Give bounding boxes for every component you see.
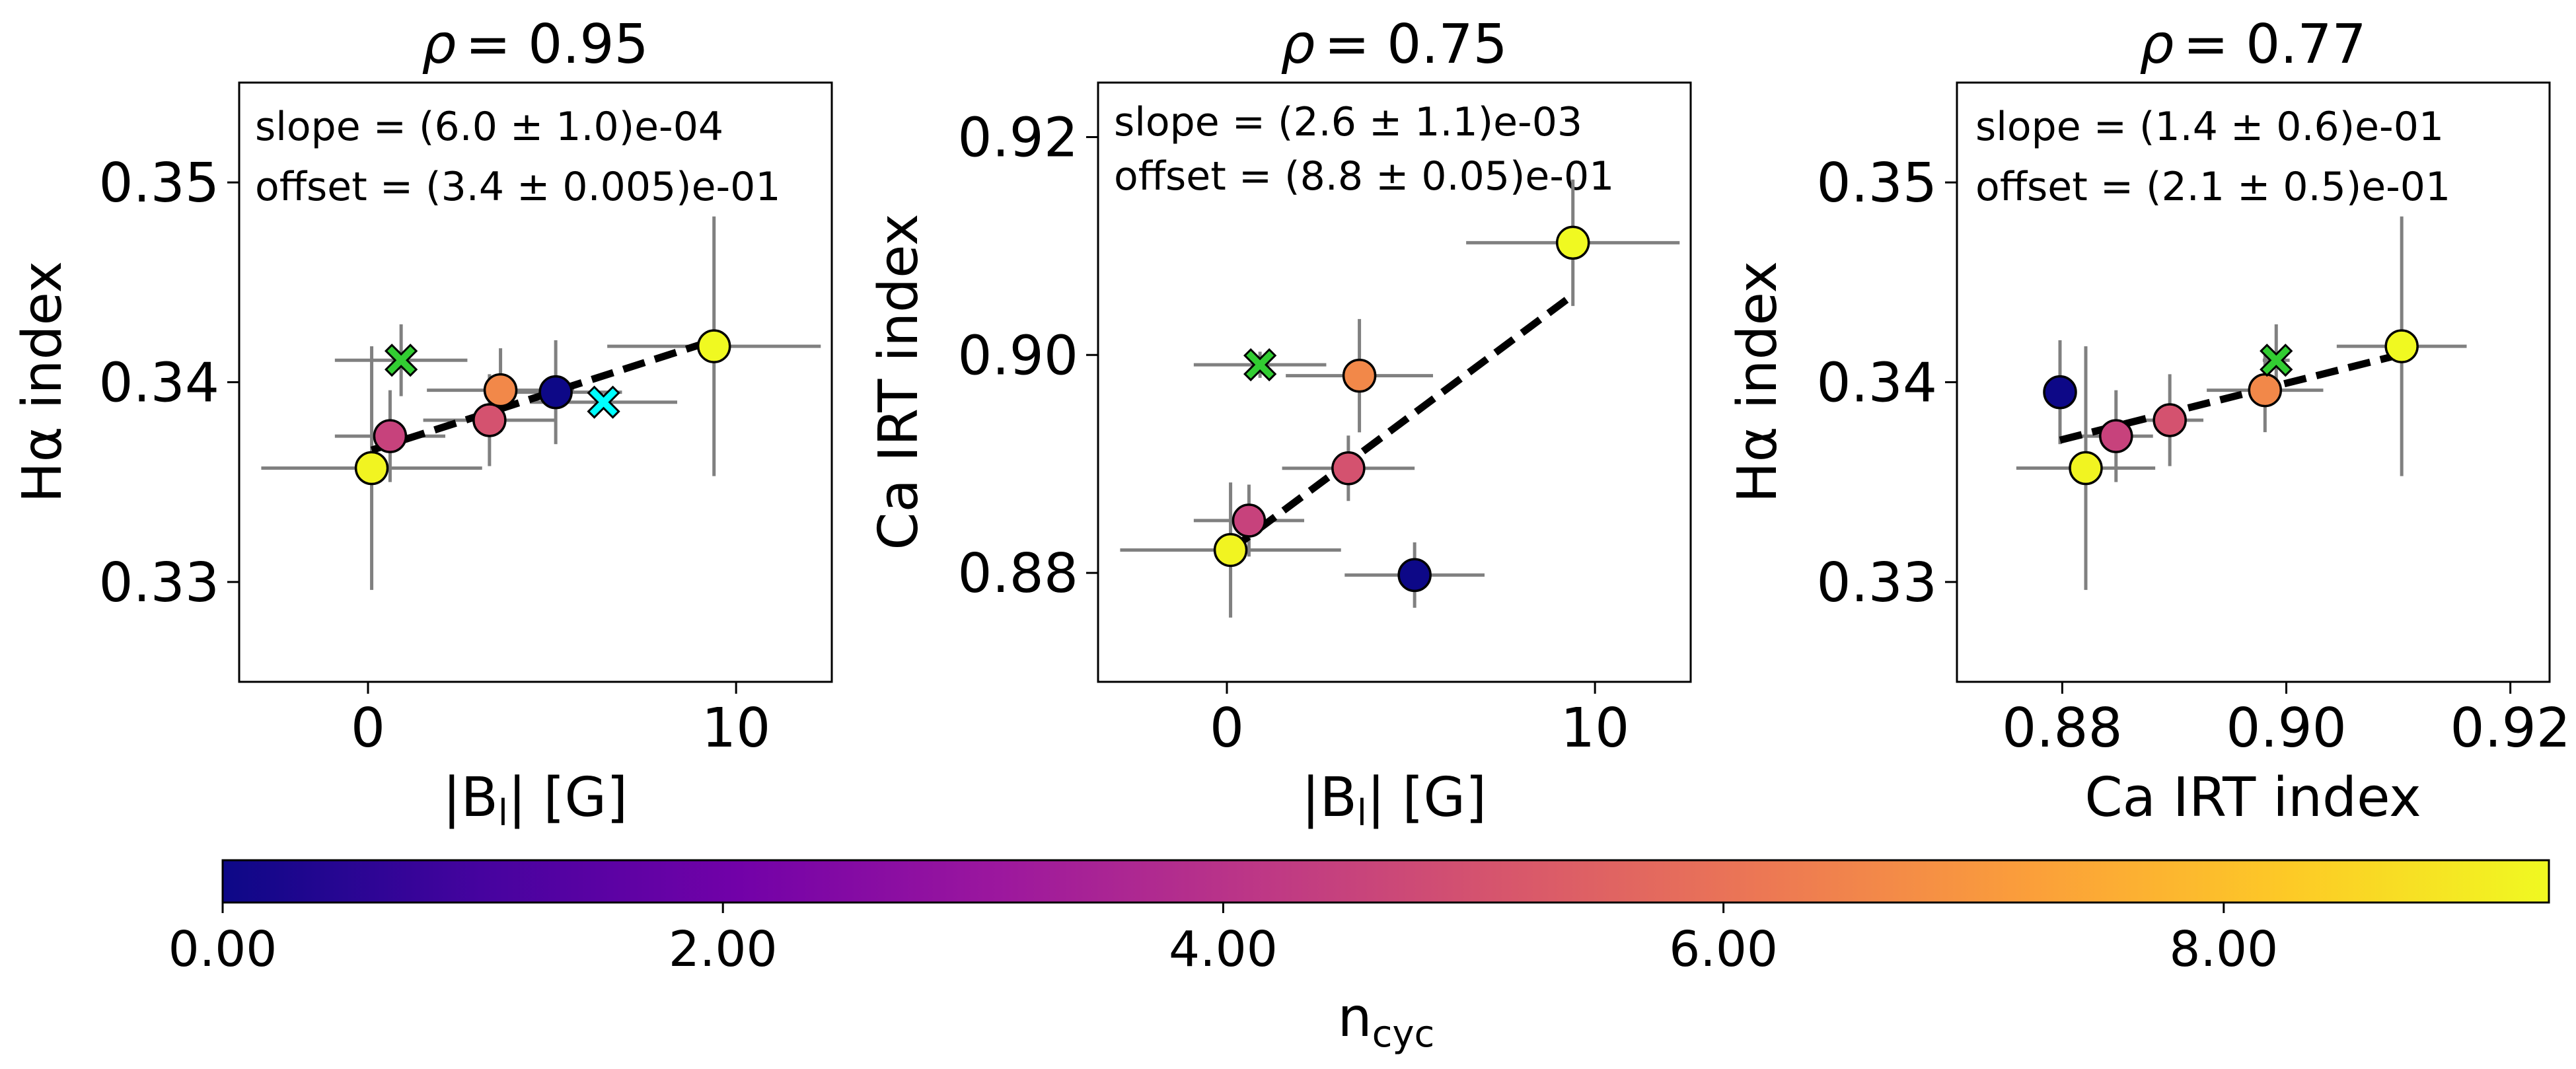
- data-point: [1331, 451, 1366, 486]
- colorbar-label: ncyc: [1338, 986, 1435, 1056]
- x-label-suffix: | [G]: [1367, 766, 1487, 829]
- colorbar-tick-label: 2.00: [669, 921, 778, 978]
- x-tick-label: 0: [351, 697, 385, 760]
- colorbar: 0.00 2.00 4.00 6.00 8.00 ncyc: [168, 859, 2550, 1056]
- annotation-offset: offset = (2.1 ± 0.5)e-01: [1975, 164, 2450, 210]
- x-label-sub: l: [498, 792, 508, 834]
- data-point: [2043, 375, 2077, 410]
- data-point: [1232, 503, 1267, 538]
- x-axis-label: |Bl| [G]: [1302, 766, 1487, 834]
- x-label-main: |B: [1302, 766, 1357, 829]
- x-label-main: |B: [443, 766, 498, 829]
- panel-title: ρ = 0.77: [2139, 13, 2366, 76]
- panel-cairt-vs-bl: ρ = 0.75 slope = (2.6 ± 1.1)e-03 offset =…: [867, 13, 1692, 834]
- title-rho: ρ: [2139, 13, 2174, 76]
- data-points: [1213, 225, 1590, 593]
- x-tick-label: 10: [702, 697, 770, 760]
- error-bars: [261, 216, 821, 590]
- fit-line: [1228, 292, 1575, 553]
- y-tick-label: 0.35: [98, 152, 219, 215]
- data-point: [2069, 451, 2103, 486]
- colorbar-tick-label: 8.00: [2169, 921, 2278, 978]
- y-tick-label: 0.92: [957, 106, 1078, 169]
- title-value: = 0.77: [2183, 13, 2366, 76]
- annotation-slope: slope = (2.6 ± 1.1)e-03: [1114, 99, 1582, 145]
- data-point: [354, 451, 389, 486]
- y-tick-label: 0.33: [1816, 552, 1937, 614]
- data-point: [1213, 533, 1248, 568]
- y-tick-label: 0.88: [957, 542, 1078, 605]
- title-rho: ρ: [1280, 13, 1315, 76]
- cross-marker-point: [385, 344, 418, 377]
- y-tick-label: 0.90: [957, 324, 1078, 387]
- x-tick-label: 0: [1210, 697, 1244, 760]
- x-tick-label: 10: [1561, 697, 1629, 760]
- y-tick-label: 0.33: [98, 552, 219, 614]
- title-value: = 0.95: [465, 13, 648, 76]
- colorbar-tick-label: 4.00: [1169, 921, 1278, 978]
- error-bars: [1120, 179, 1680, 618]
- x-ticks: 0.88 0.90 0.92: [2002, 682, 2571, 760]
- cross-marker-point: [587, 385, 620, 419]
- cross-marker-point: [1243, 348, 1277, 382]
- annotation-offset: offset = (3.4 ± 0.005)e-01: [255, 164, 781, 210]
- annotation-offset: offset = (8.8 ± 0.05)e-01: [1114, 153, 1614, 200]
- y-ticks: 0.88 0.90 0.92: [957, 106, 1098, 605]
- panel-halpha-vs-bl: ρ = 0.95 slope = (6.0 ± 1.0)e-04 offset =…: [11, 13, 833, 834]
- data-point: [538, 375, 573, 410]
- fit-line-group: [2059, 350, 2403, 444]
- y-ticks: 0.33 0.34 0.35: [1816, 152, 1957, 614]
- x-tick-label: 0.88: [2002, 697, 2123, 760]
- x-tick-label: 0.92: [2450, 697, 2571, 760]
- error-bars: [2016, 216, 2467, 590]
- x-tick-label: 0.90: [2226, 697, 2347, 760]
- data-point: [2248, 373, 2283, 408]
- x-ticks: 0 10: [1210, 682, 1629, 760]
- colorbar-gradient: [221, 859, 2550, 904]
- colorbar-tick-label: 0.00: [168, 921, 277, 978]
- colorbar-label-main: n: [1338, 986, 1372, 1049]
- y-tick-label: 0.34: [1816, 352, 1937, 415]
- plot-frame: [1097, 81, 1692, 683]
- y-ticks: 0.33 0.34 0.35: [98, 152, 239, 614]
- data-points: [2043, 329, 2419, 486]
- fit-line-group: [1228, 292, 1575, 553]
- x-label-sub: l: [1357, 792, 1367, 834]
- data-point: [1555, 225, 1590, 260]
- annotation-slope: slope = (6.0 ± 1.0)e-04: [255, 104, 723, 150]
- y-tick-label: 0.34: [98, 352, 219, 415]
- colorbar-tick-label: 6.00: [1669, 921, 1778, 978]
- x-label-main: Ca IRT index: [2084, 766, 2421, 829]
- data-point: [1397, 558, 1432, 593]
- panel-halpha-vs-cairt: ρ = 0.77 slope = (1.4 ± 0.6)e-01 offset =…: [1726, 13, 2571, 829]
- y-tick-label: 0.35: [1816, 152, 1937, 215]
- cross-marker-point: [2260, 344, 2293, 377]
- y-axis-label: Hα index: [1726, 261, 1789, 503]
- fit-line: [2059, 350, 2403, 444]
- panel-title: ρ = 0.95: [422, 13, 648, 76]
- title-value: = 0.75: [1324, 13, 1507, 76]
- annotation-slope: slope = (1.4 ± 0.6)e-01: [1975, 104, 2444, 150]
- data-point: [1342, 358, 1377, 393]
- data-point: [2099, 419, 2133, 453]
- panel-title: ρ = 0.75: [1280, 13, 1507, 76]
- title-rho: ρ: [422, 13, 456, 76]
- x-axis-label: Ca IRT index: [2084, 766, 2421, 829]
- data-point: [483, 373, 518, 408]
- colorbar-ticks: 0.00 2.00 4.00 6.00 8.00: [168, 903, 2278, 978]
- x-axis-label: |Bl| [G]: [443, 766, 628, 834]
- data-point: [2384, 329, 2419, 363]
- y-axis-label: Ca IRT index: [867, 213, 930, 550]
- data-point: [373, 419, 408, 453]
- data-point: [696, 329, 731, 363]
- colorbar-label-sub: cyc: [1372, 1013, 1435, 1056]
- x-ticks: 0 10: [351, 682, 770, 760]
- data-point: [472, 403, 507, 437]
- y-axis-label: Hα index: [11, 261, 74, 503]
- data-points: [354, 329, 731, 486]
- x-label-suffix: | [G]: [508, 766, 628, 829]
- data-point: [2153, 403, 2187, 437]
